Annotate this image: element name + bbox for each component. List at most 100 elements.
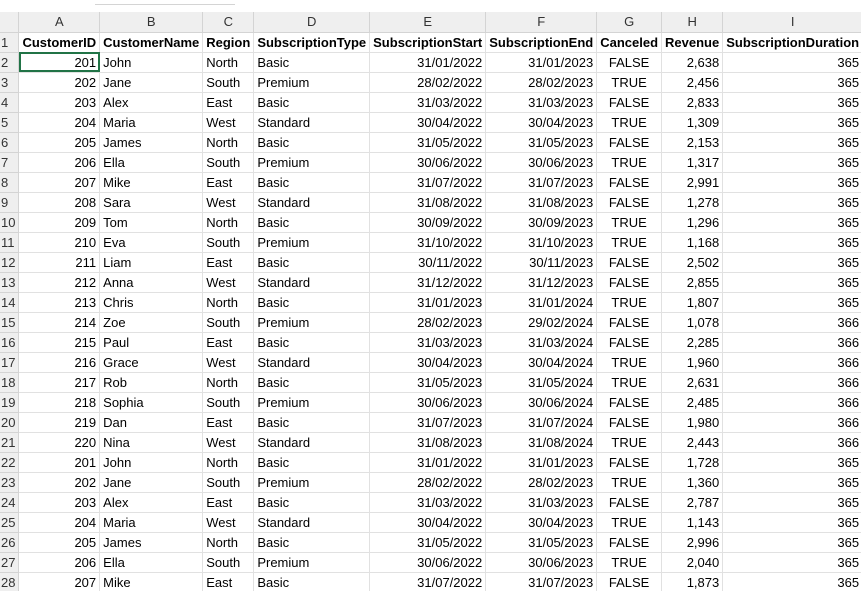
cell[interactable]: 365 (722, 452, 861, 473)
row-header[interactable]: 1 (0, 32, 20, 53)
row-header[interactable]: 15 (0, 312, 20, 333)
cell[interactable]: Eva (99, 232, 204, 253)
cell[interactable]: 31/07/2023 (485, 572, 598, 591)
row-header[interactable]: 18 (0, 372, 20, 393)
cell[interactable]: 203 (18, 492, 101, 513)
row-header[interactable]: 20 (0, 412, 20, 433)
cell[interactable]: 365 (722, 192, 861, 213)
cell[interactable]: South (202, 472, 255, 493)
cell[interactable]: 365 (722, 572, 861, 591)
cell[interactable]: TRUE (596, 352, 663, 373)
cell[interactable]: Basic (253, 332, 371, 353)
row-header[interactable]: 13 (0, 272, 20, 293)
cell[interactable]: 31/05/2022 (369, 532, 487, 553)
cell[interactable]: 29/02/2024 (485, 312, 598, 333)
cell[interactable]: 366 (722, 372, 861, 393)
cell[interactable]: 212 (18, 272, 101, 293)
cell[interactable]: 30/06/2023 (369, 392, 487, 413)
cell[interactable]: TRUE (596, 112, 663, 133)
cell[interactable]: 366 (722, 432, 861, 453)
cell[interactable]: 31/08/2023 (485, 192, 598, 213)
cell[interactable]: TRUE (596, 212, 663, 233)
cell[interactable]: 366 (722, 332, 861, 353)
cell[interactable]: 1,309 (661, 112, 724, 133)
cell[interactable]: Alex (99, 492, 204, 513)
cell[interactable]: South (202, 312, 255, 333)
cell[interactable]: Jane (99, 72, 204, 93)
cell[interactable]: North (202, 292, 255, 313)
cell[interactable]: 30/09/2022 (369, 212, 487, 233)
cell[interactable]: 2,285 (661, 332, 724, 353)
cell[interactable]: 204 (18, 512, 101, 533)
cell[interactable]: FALSE (596, 92, 663, 113)
cell[interactable]: Basic (253, 372, 371, 393)
cell[interactable]: Premium (253, 552, 371, 573)
row-header[interactable]: 6 (0, 132, 20, 153)
row-header[interactable]: 26 (0, 532, 20, 553)
cell[interactable]: Maria (99, 512, 204, 533)
cell[interactable]: 31/07/2024 (485, 412, 598, 433)
cell[interactable]: Premium (253, 312, 371, 333)
cell[interactable]: 31/07/2022 (369, 572, 487, 591)
row-header[interactable]: 9 (0, 192, 20, 213)
cell[interactable]: Standard (253, 432, 371, 453)
cell[interactable]: 365 (722, 232, 861, 253)
cell[interactable]: South (202, 552, 255, 573)
cell[interactable]: 2,833 (661, 92, 724, 113)
cell[interactable]: FALSE (596, 412, 663, 433)
cell[interactable]: 31/03/2022 (369, 92, 487, 113)
cell[interactable]: FALSE (596, 572, 663, 591)
cell[interactable]: 207 (18, 572, 101, 591)
cell[interactable]: 365 (722, 92, 861, 113)
cell[interactable]: Standard (253, 272, 371, 293)
cell[interactable]: 2,855 (661, 272, 724, 293)
cell[interactable]: 31/01/2022 (369, 52, 487, 73)
cell[interactable]: North (202, 52, 255, 73)
cell[interactable]: 2,456 (661, 72, 724, 93)
cell[interactable]: 365 (722, 512, 861, 533)
cell[interactable]: Premium (253, 392, 371, 413)
cell[interactable]: Basic (253, 252, 371, 273)
header-cell[interactable]: SubscriptionDuration (722, 32, 861, 53)
cell[interactable]: 365 (722, 132, 861, 153)
cell[interactable]: 31/12/2023 (485, 272, 598, 293)
cell[interactable]: Basic (253, 52, 371, 73)
cell[interactable]: 365 (722, 72, 861, 93)
cell[interactable]: 1,807 (661, 292, 724, 313)
row-header[interactable]: 4 (0, 92, 20, 113)
cell[interactable]: 28/02/2023 (485, 72, 598, 93)
cell[interactable]: 366 (722, 412, 861, 433)
cell[interactable]: Sophia (99, 392, 204, 413)
cell[interactable]: Mike (99, 172, 204, 193)
cell[interactable]: 214 (18, 312, 101, 333)
cell[interactable]: FALSE (596, 132, 663, 153)
cell[interactable]: 31/07/2023 (485, 172, 598, 193)
cell[interactable]: East (202, 252, 255, 273)
cell[interactable]: Rob (99, 372, 204, 393)
cell[interactable]: Basic (253, 412, 371, 433)
cell[interactable]: 31/03/2022 (369, 492, 487, 513)
cell[interactable]: 31/08/2022 (369, 192, 487, 213)
row-header[interactable]: 28 (0, 572, 20, 591)
cell[interactable]: East (202, 412, 255, 433)
cell[interactable]: 365 (722, 52, 861, 73)
cell[interactable]: 365 (722, 152, 861, 173)
cell[interactable]: 31/05/2023 (485, 132, 598, 153)
cell[interactable]: 31/05/2023 (485, 532, 598, 553)
cell[interactable]: Maria (99, 112, 204, 133)
cell[interactable]: James (99, 132, 204, 153)
cell[interactable]: North (202, 372, 255, 393)
cell[interactable]: 2,631 (661, 372, 724, 393)
column-header-g[interactable]: G (596, 12, 663, 33)
cell[interactable]: 1,296 (661, 212, 724, 233)
cell[interactable]: East (202, 172, 255, 193)
header-cell[interactable]: CustomerName (99, 32, 204, 53)
cell[interactable]: 2,040 (661, 552, 724, 573)
cell[interactable]: West (202, 512, 255, 533)
cell[interactable]: 2,443 (661, 432, 724, 453)
cell[interactable]: 365 (722, 252, 861, 273)
cell[interactable]: 28/02/2022 (369, 72, 487, 93)
header-cell[interactable]: Canceled (596, 32, 663, 53)
cell[interactable]: 211 (18, 252, 101, 273)
cell[interactable]: 201 (18, 452, 101, 473)
